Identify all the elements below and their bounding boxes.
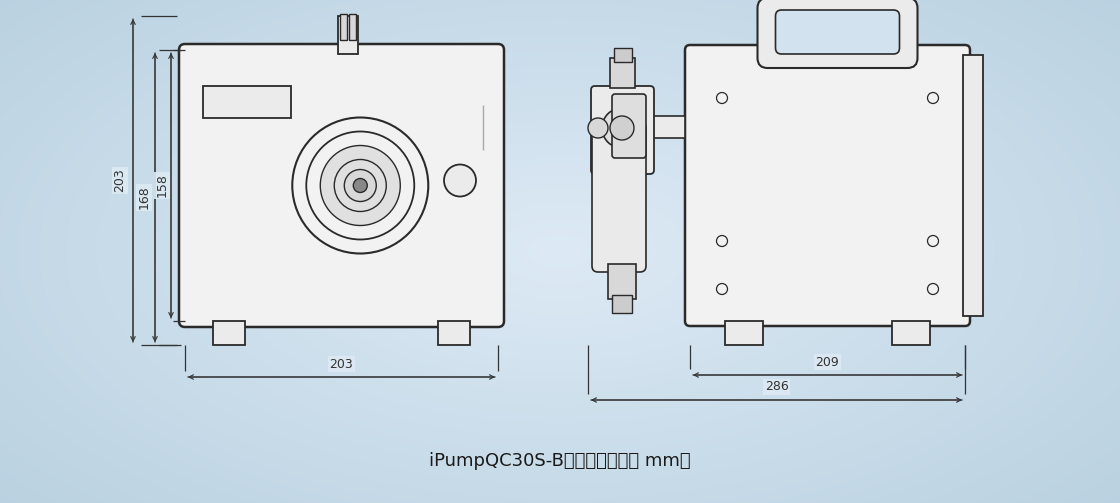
Bar [340,14,347,40]
Bar [213,321,245,345]
Bar [963,55,983,316]
Circle shape [603,108,642,148]
Circle shape [320,145,400,225]
FancyBboxPatch shape [179,44,504,327]
Bar [610,58,635,88]
Bar [608,264,636,299]
Circle shape [444,164,476,197]
Bar [612,295,632,313]
Bar [349,14,356,40]
Bar [338,16,357,54]
Bar [892,321,930,345]
Text: 203: 203 [113,169,127,192]
FancyBboxPatch shape [592,122,646,272]
Circle shape [588,118,608,138]
Bar [614,48,632,62]
Bar [620,116,685,138]
Bar [203,86,291,118]
FancyBboxPatch shape [612,94,646,158]
FancyBboxPatch shape [591,86,654,174]
Bar [725,321,763,345]
Text: 209: 209 [815,356,839,369]
Circle shape [344,170,376,202]
Text: 168: 168 [138,186,150,209]
Text: iPumpQC30S-B尺寸图（单位： mm）: iPumpQC30S-B尺寸图（单位： mm） [429,452,691,470]
FancyBboxPatch shape [757,0,917,68]
FancyBboxPatch shape [685,45,970,326]
Circle shape [610,116,634,140]
Circle shape [353,179,367,193]
FancyBboxPatch shape [775,10,899,54]
Text: 286: 286 [765,380,788,393]
Bar [438,321,470,345]
Text: 203: 203 [329,358,354,371]
Text: 158: 158 [156,174,168,198]
